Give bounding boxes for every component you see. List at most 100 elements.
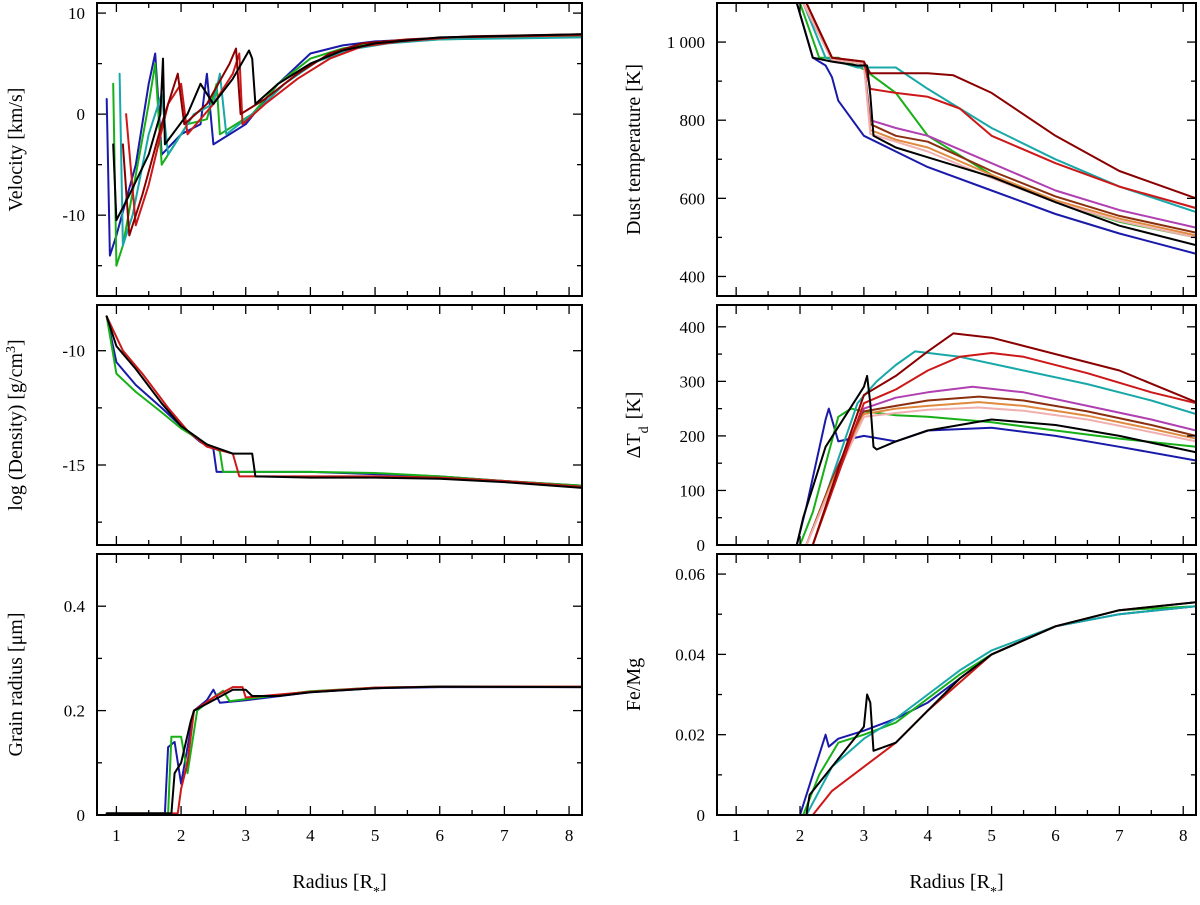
- x-axis-label-sub: *: [990, 885, 997, 900]
- y-axis-label: Velocity [km/s]: [5, 88, 27, 212]
- series-line-green: [799, 3, 1196, 239]
- series-line-blue: [105, 686, 582, 815]
- series-group: [717, 332, 1196, 545]
- axes-frame: [716, 2, 1197, 297]
- series-line-blue: [105, 315, 582, 487]
- series-line-black: [805, 601, 1196, 815]
- y-tick-label: 0: [77, 806, 86, 825]
- series-line-brown: [805, 395, 1196, 545]
- axes-frame: [716, 304, 1197, 546]
- y-tick-label: -10: [62, 342, 85, 361]
- series-line-pink: [805, 406, 1196, 545]
- series-line-green: [112, 35, 582, 267]
- series-line-black: [105, 315, 582, 489]
- axes-frame: [716, 553, 1197, 816]
- y-axis-label: Grain radius [μm]: [5, 612, 27, 756]
- y-tick-label: 0: [697, 536, 706, 555]
- y-tick-label: -10: [62, 206, 85, 225]
- axes-frame: [96, 553, 583, 816]
- y-tick-label: 400: [680, 267, 706, 286]
- series-line-blue: [717, 407, 1196, 545]
- x-tick-label: 3: [860, 826, 869, 845]
- series-group: [799, 601, 1196, 815]
- x-tick-label: 5: [371, 826, 380, 845]
- series-line-blue: [799, 605, 1196, 815]
- series-group: [105, 315, 582, 489]
- x-tick-label: 1: [112, 826, 121, 845]
- x-tick-label: 6: [435, 826, 444, 845]
- y-tick-label: 0.4: [64, 597, 86, 616]
- y-tick-label: 200: [680, 427, 706, 446]
- y-tick-label: 400: [680, 318, 706, 337]
- series-group: [105, 685, 582, 815]
- series-line-dark-red: [105, 315, 582, 488]
- x-axis-label: Radius [R*]: [909, 871, 1003, 900]
- series-line-pink: [802, 3, 1196, 239]
- series-line-blue: [795, 3, 1196, 255]
- x-tick-label: 7: [1115, 826, 1124, 845]
- y-tick-label: 0: [77, 105, 86, 124]
- x-axis-label-end: ]: [997, 871, 1004, 893]
- x-tick-label: 2: [177, 826, 186, 845]
- x-axis-label-sub: *: [373, 885, 380, 900]
- series-group: [795, 3, 1196, 255]
- series-line-dark-red: [811, 352, 1196, 545]
- series-line-cyan: [805, 350, 1196, 545]
- x-axis-label-end: ]: [380, 871, 387, 893]
- x-axis-label: Radius [R*]: [292, 871, 386, 900]
- panel-grain-radius: 1 2 3 4 5 6 7 8 Radius [R*] 0 0.2 0.4 Grain radius […: [5, 553, 583, 900]
- series-line-black: [717, 374, 1196, 545]
- y-axis-label-sub: d: [637, 426, 652, 433]
- series-line-dark-red: [105, 685, 582, 815]
- y-tick-label: 300: [680, 372, 706, 391]
- y-tick-label: 0.06: [675, 565, 705, 584]
- y-axis-label-end: ]: [5, 339, 27, 346]
- series-line-brown: [802, 3, 1196, 234]
- y-axis-label-end: [K]: [623, 392, 645, 425]
- series-line-black: [105, 685, 582, 815]
- x-tick-label: 4: [306, 826, 315, 845]
- y-tick-label: 0: [697, 806, 706, 825]
- y-tick-label: 1 000: [667, 33, 705, 52]
- series-line-black: [795, 3, 1196, 247]
- y-tick-label: 10: [68, 4, 85, 23]
- series-line-maroon: [805, 3, 1196, 200]
- series-line-green: [105, 685, 582, 815]
- panel-fe-mg: 1 2 3 4 5 6 7 8 Radius [R*] 0 0.02 0.04 0.06 Fe/Mg: [623, 553, 1197, 900]
- y-tick-label: 0.2: [64, 702, 85, 721]
- y-tick-label: 800: [680, 111, 706, 130]
- series-line-salmon: [802, 3, 1196, 237]
- x-tick-label: 3: [241, 826, 250, 845]
- panel-density: -15 -10 log (Density) [g/cm3]: [4, 304, 583, 546]
- x-tick-label: 4: [924, 826, 933, 845]
- x-tick-label: 5: [987, 826, 996, 845]
- panel-velocity: -10 0 10 Velocity [km/s]: [5, 2, 583, 297]
- y-axis-label: ΔTd [K]: [623, 392, 652, 459]
- series-line-cyan: [118, 36, 582, 247]
- y-tick-label: 600: [680, 189, 706, 208]
- series-line-blue: [105, 34, 582, 257]
- x-tick-label: 7: [500, 826, 509, 845]
- series-line-dark-red: [125, 34, 582, 227]
- panel-dust-temperature: 400 600 800 1 000 Dust temperature [K]: [623, 2, 1197, 297]
- series-line-black: [112, 33, 582, 222]
- y-tick-label: 100: [680, 481, 706, 500]
- series-line-cyan: [805, 605, 1196, 815]
- y-axis-label: log (Density) [g/cm3]: [4, 339, 28, 510]
- series-line-green: [799, 407, 1196, 545]
- x-tick-label: 1: [732, 826, 741, 845]
- axes-frame: [96, 2, 583, 297]
- y-tick-label: -15: [62, 456, 85, 475]
- y-axis-label: Dust temperature [K]: [623, 64, 645, 235]
- series-line-green: [802, 605, 1196, 815]
- series-group: [105, 33, 582, 267]
- x-tick-label: 8: [1179, 826, 1188, 845]
- series-line-maroon: [121, 33, 582, 237]
- y-axis-label-sup: 3: [4, 346, 19, 353]
- x-tick-label: 2: [796, 826, 805, 845]
- series-line-maroon: [811, 332, 1196, 545]
- y-tick-label: 0.04: [675, 645, 705, 664]
- axes-frame: [96, 304, 583, 546]
- series-line-green: [105, 315, 582, 487]
